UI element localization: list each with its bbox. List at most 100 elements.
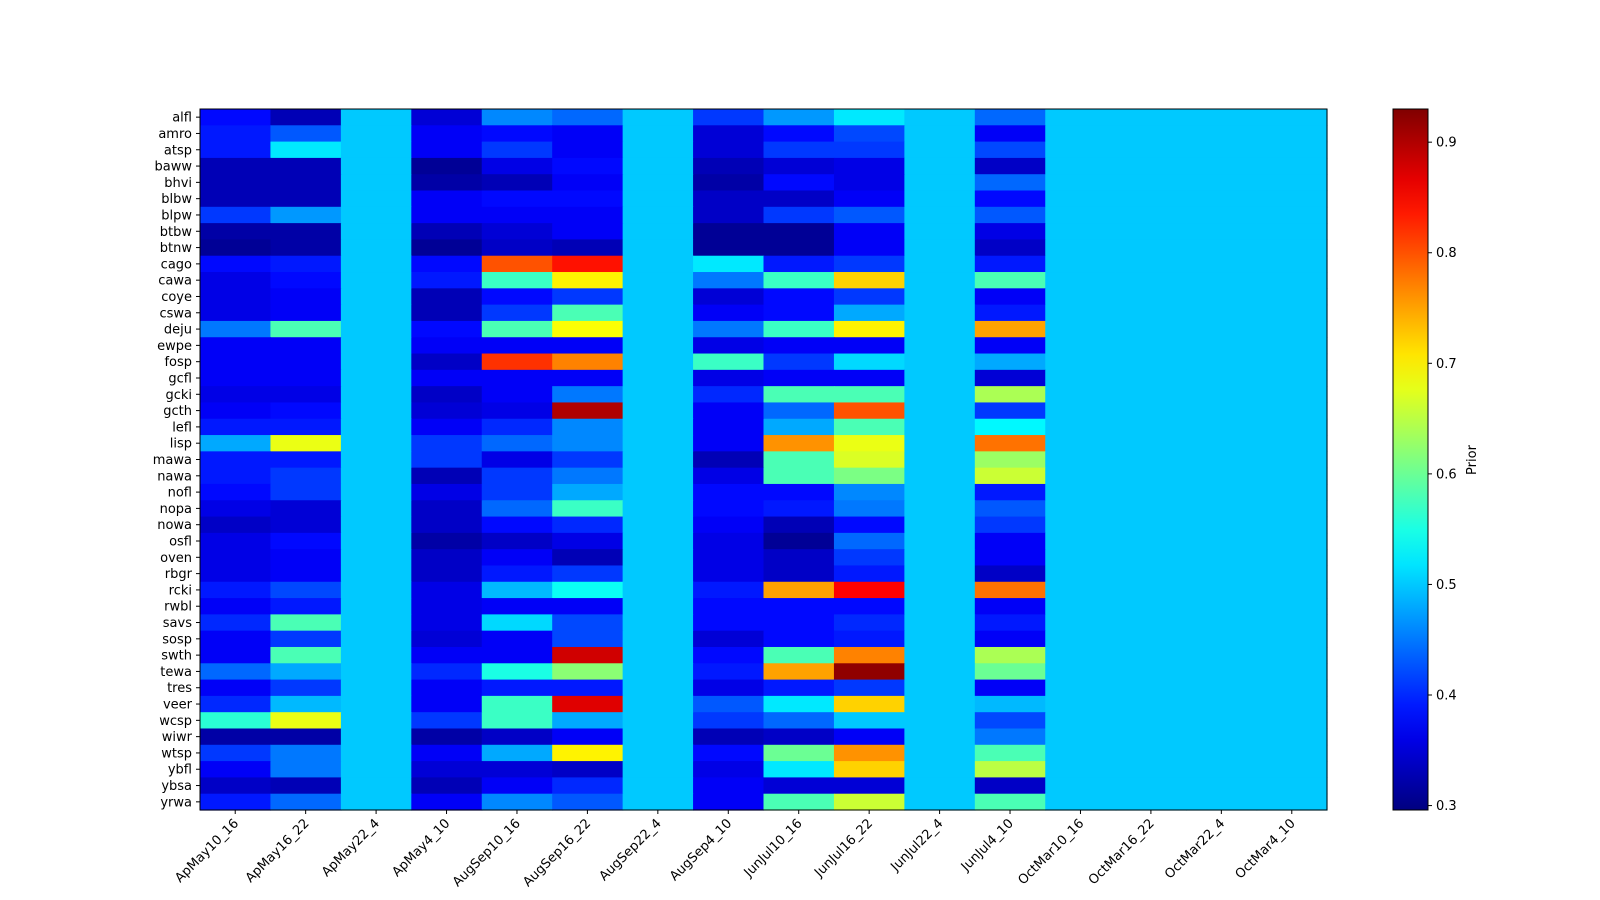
y-tick-label-rwbl: rwbl (164, 600, 192, 615)
heatmap-cell-yrwa-OctMar4_10 (1256, 793, 1328, 811)
heatmap-cell-yrwa-JunJul10_16 (763, 793, 835, 811)
heatmap-cell-rcki-ApMay10_16 (200, 581, 272, 599)
heatmap-cell-oven-OctMar4_10 (1256, 549, 1328, 567)
heatmap-cell-coye-OctMar4_10 (1256, 288, 1328, 306)
heatmap-cell-btbw-OctMar4_10 (1256, 223, 1328, 241)
heatmap-cell-yrwa-JunJul4_10 (974, 793, 1046, 811)
heatmap-cell-nofl-JunJul10_16 (763, 483, 835, 501)
heatmap-cell-savs-ApMay22_4 (340, 614, 412, 632)
heatmap-cell-deju-ApMay16_22 (270, 320, 342, 338)
heatmap-cell-wiwr-JunJul10_16 (763, 728, 835, 746)
heatmap-cell-deju-OctMar22_4 (1186, 320, 1258, 338)
heatmap-cell-savs-AugSep22_4 (622, 614, 694, 632)
heatmap-cell-yrwa-AugSep4_10 (693, 793, 765, 811)
heatmap-cell-btbw-OctMar22_4 (1186, 223, 1258, 241)
y-tick-label-deju: deju (164, 323, 192, 338)
heatmap-cell-gcfl-ApMay10_16 (200, 369, 272, 387)
heatmap-cell-deju-JunJul10_16 (763, 320, 835, 338)
heatmap-cell-mawa-JunJul10_16 (763, 451, 835, 469)
heatmap-cell-btnw-ApMay16_22 (270, 239, 342, 257)
heatmap-cell-atsp-OctMar22_4 (1186, 141, 1258, 159)
heatmap-cell-lisp-OctMar10_16 (1045, 435, 1117, 452)
heatmap-cell-wtsp-ApMay16_22 (270, 744, 342, 762)
heatmap-cell-veer-ApMay10_16 (200, 695, 272, 713)
heatmap-cell-blbw-JunJul10_16 (763, 190, 835, 208)
heatmap-cell-fosp-OctMar16_22 (1115, 353, 1187, 371)
heatmap-cell-atsp-OctMar4_10 (1256, 141, 1328, 159)
heatmap-cell-swth-ApMay16_22 (270, 646, 342, 664)
heatmap-cell-btbw-AugSep4_10 (693, 223, 765, 241)
x-tick-label-JunJul4_10: JunJul4_10 (958, 816, 1017, 875)
heatmap-cell-rcki-OctMar10_16 (1045, 581, 1117, 599)
heatmap-cell-wiwr-ApMay10_16 (200, 728, 272, 746)
heatmap-cell-wiwr-AugSep16_22 (552, 728, 624, 746)
heatmap-cell-btbw-AugSep16_22 (552, 223, 624, 241)
heatmap-cell-nawa-JunJul22_4 (904, 467, 976, 485)
heatmap-cell-bhvi-OctMar10_16 (1045, 174, 1117, 192)
y-tick-label-coye: coye (161, 290, 192, 305)
heatmap-cell-wcsp-ApMay16_22 (270, 712, 342, 730)
heatmap-cell-coye-JunJul22_4 (904, 288, 976, 306)
x-tick-label-JunJul10_16: JunJul10_16 (741, 816, 806, 881)
y-tick-label-tres: tres (167, 681, 192, 696)
heatmap-cell-veer-OctMar22_4 (1186, 695, 1258, 713)
heatmap-cell-alfl-JunJul16_22 (833, 109, 905, 126)
heatmap-cell-tewa-ApMay4_10 (411, 663, 483, 681)
y-tick-label-sosp: sosp (162, 632, 192, 647)
heatmap-cell-ybsa-JunJul16_22 (833, 777, 905, 795)
heatmap-cell-btnw-OctMar4_10 (1256, 239, 1328, 257)
heatmap-cell-cawa-ApMay4_10 (411, 272, 483, 289)
heatmap-cell-nowa-OctMar10_16 (1045, 516, 1117, 534)
heatmap-cell-blpw-AugSep16_22 (552, 206, 624, 224)
heatmap-cell-rcki-AugSep22_4 (622, 581, 694, 599)
heatmap-cell-wcsp-AugSep22_4 (622, 712, 694, 730)
heatmap-cell-alfl-AugSep22_4 (622, 109, 694, 126)
heatmap-cell-rcki-JunJul10_16 (763, 581, 835, 599)
heatmap-cell-ybfl-JunJul16_22 (833, 761, 905, 778)
heatmap-cell-fosp-AugSep16_22 (552, 353, 624, 371)
heatmap-cell-ybfl-OctMar10_16 (1045, 761, 1117, 778)
heatmap-cell-nawa-OctMar16_22 (1115, 467, 1187, 485)
heatmap-cell-tewa-OctMar16_22 (1115, 663, 1187, 681)
heatmap-cell-cawa-ApMay16_22 (270, 272, 342, 289)
heatmap-cell-lisp-JunJul4_10 (974, 435, 1046, 452)
heatmap-cell-cago-JunJul22_4 (904, 255, 976, 273)
heatmap-cell-btbw-JunJul4_10 (974, 223, 1046, 241)
heatmap-cell-nopa-JunJul16_22 (833, 500, 905, 518)
heatmap-cell-nawa-OctMar22_4 (1186, 467, 1258, 485)
heatmap-cell-baww-AugSep4_10 (693, 157, 765, 175)
heatmap-cell-blbw-OctMar22_4 (1186, 190, 1258, 208)
heatmap-cell-coye-JunJul10_16 (763, 288, 835, 306)
y-tick-label-btbw: btbw (160, 225, 193, 240)
heatmap-cell-blpw-JunJul22_4 (904, 206, 976, 224)
heatmap-cell-fosp-ApMay16_22 (270, 353, 342, 371)
heatmap-cell-lisp-AugSep16_22 (552, 435, 624, 452)
heatmap-cell-bhvi-ApMay10_16 (200, 174, 272, 192)
heatmap-cell-gcfl-AugSep16_22 (552, 369, 624, 387)
heatmap-cell-ybfl-OctMar4_10 (1256, 761, 1328, 778)
heatmap-cell-savs-OctMar10_16 (1045, 614, 1117, 632)
heatmap-cell-nopa-JunJul4_10 (974, 500, 1046, 518)
heatmap-cell-ewpe-OctMar16_22 (1115, 337, 1187, 355)
y-tick-label-nofl: nofl (168, 486, 192, 501)
heatmap-cell-wiwr-OctMar4_10 (1256, 728, 1328, 746)
heatmap-cell-alfl-OctMar4_10 (1256, 109, 1328, 126)
heatmap-cell-rwbl-AugSep16_22 (552, 598, 624, 615)
x-tick-label-OctMar4_10: OctMar4_10 (1233, 816, 1299, 882)
heatmap-cell-cawa-OctMar22_4 (1186, 272, 1258, 289)
heatmap-cell-baww-OctMar10_16 (1045, 157, 1117, 175)
heatmap-cell-alfl-ApMay22_4 (340, 109, 412, 126)
heatmap-cell-sosp-AugSep4_10 (693, 630, 765, 648)
heatmap-cell-blpw-JunJul16_22 (833, 206, 905, 224)
heatmap-cell-wiwr-JunJul4_10 (974, 728, 1046, 746)
heatmap-cell-fosp-OctMar10_16 (1045, 353, 1117, 371)
heatmap-cell-gcki-AugSep4_10 (693, 386, 765, 404)
heatmap-cell-cago-ApMay22_4 (340, 255, 412, 273)
heatmap-cell-fosp-OctMar4_10 (1256, 353, 1328, 371)
heatmap-cell-yrwa-OctMar16_22 (1115, 793, 1187, 811)
heatmap-cell-wtsp-AugSep4_10 (693, 744, 765, 762)
heatmap-cell-tewa-AugSep22_4 (622, 663, 694, 681)
heatmap-cell-deju-JunJul4_10 (974, 320, 1046, 338)
heatmap-cell-lefl-OctMar22_4 (1186, 418, 1258, 436)
heatmap-cell-gcth-JunJul22_4 (904, 402, 976, 420)
